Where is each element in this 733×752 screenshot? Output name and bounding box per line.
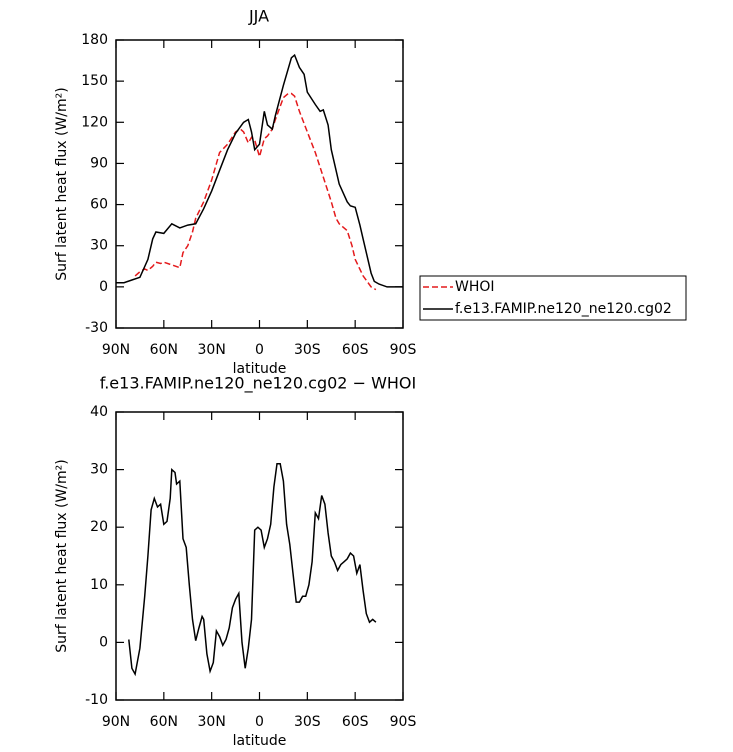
plot-frame xyxy=(115,39,404,329)
chart-title: f.e13.FAMIP.ne120_ne120.cg02 − WHOI xyxy=(100,374,416,394)
y-tick-label: 90 xyxy=(90,155,108,171)
legend-label: WHOI xyxy=(455,279,495,295)
x-tick-label: 90N xyxy=(102,342,130,358)
x-tick-label: 90S xyxy=(390,342,417,358)
y-tick-label: -30 xyxy=(85,320,108,336)
x-axis-label: latitude xyxy=(233,361,287,377)
x-tick-label: 60N xyxy=(150,714,178,730)
x-tick-label: 60S xyxy=(342,714,369,730)
y-axis-label: Surf latent heat flux (W/m²) xyxy=(54,87,70,280)
x-tick-label: 60S xyxy=(342,342,369,358)
legend-box xyxy=(419,275,687,321)
x-tick-label: 0 xyxy=(255,714,264,730)
x-tick-label: 90N xyxy=(102,714,130,730)
y-tick-label: -10 xyxy=(85,692,108,708)
chart-title: JJA xyxy=(248,7,269,26)
y-tick-label: 20 xyxy=(90,519,108,535)
x-tick-label: 30N xyxy=(198,342,226,358)
x-tick-label: 0 xyxy=(255,342,264,358)
data-line xyxy=(116,53,403,288)
y-tick-label: 120 xyxy=(81,114,108,130)
data-line xyxy=(128,463,377,677)
y-tick-label: 0 xyxy=(99,279,108,295)
legend-label: f.e13.FAMIP.ne120_ne120.cg02 xyxy=(455,301,672,317)
y-axis-label: Surf latent heat flux (W/m²) xyxy=(54,459,70,652)
x-axis-label: latitude xyxy=(233,733,287,749)
y-tick-label: 40 xyxy=(90,404,108,420)
x-tick-label: 30S xyxy=(294,714,321,730)
x-tick-label: 30N xyxy=(198,714,226,730)
plot-frame xyxy=(115,411,404,701)
x-tick-label: 90S xyxy=(390,714,417,730)
y-tick-label: 150 xyxy=(81,73,108,89)
data-line xyxy=(134,92,377,291)
y-tick-label: 10 xyxy=(90,577,108,593)
x-tick-label: 30S xyxy=(294,342,321,358)
y-tick-label: 0 xyxy=(99,634,108,650)
y-tick-label: 60 xyxy=(90,197,108,213)
y-tick-label: 30 xyxy=(90,462,108,478)
y-tick-label: 180 xyxy=(81,32,108,48)
x-tick-label: 60N xyxy=(150,342,178,358)
y-tick-label: 30 xyxy=(90,238,108,254)
